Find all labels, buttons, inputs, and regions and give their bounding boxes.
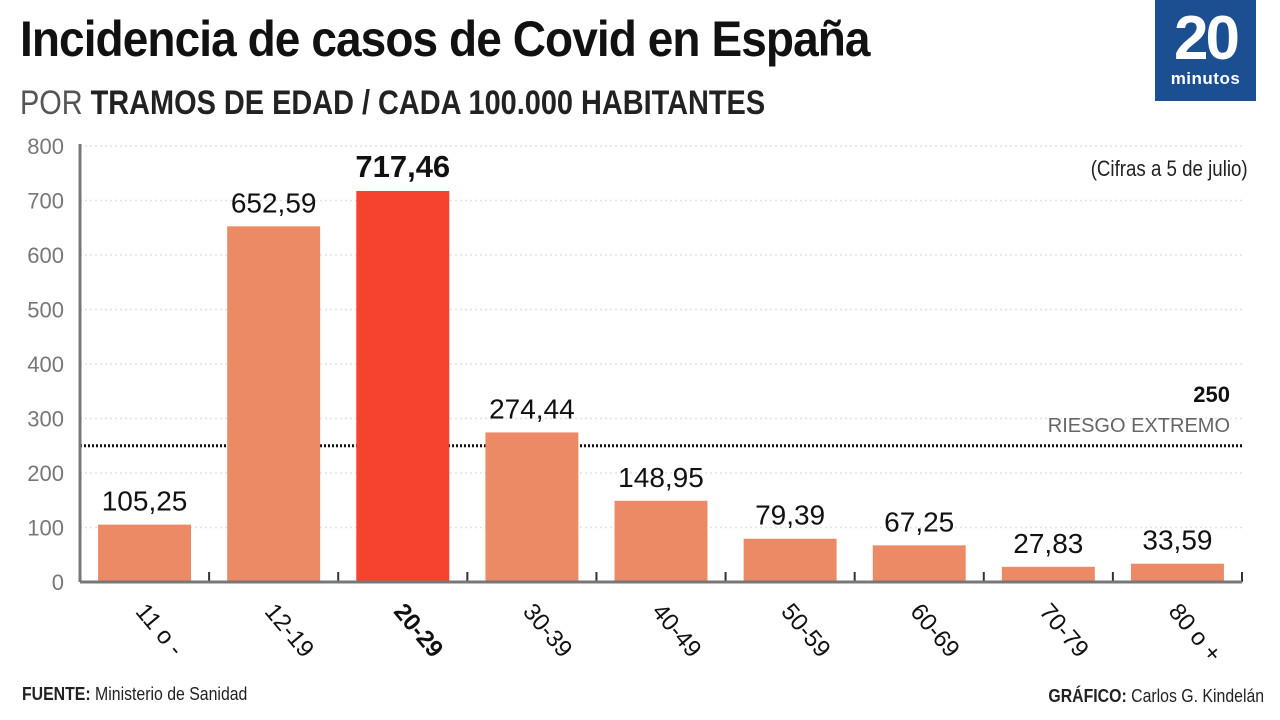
x-tick-label: 80 o + bbox=[1163, 599, 1227, 668]
x-tick-label: 11 o - bbox=[130, 599, 189, 662]
value-label: 67,25 bbox=[884, 506, 954, 537]
source-label: FUENTE: bbox=[22, 684, 91, 704]
value-label: 717,46 bbox=[355, 149, 450, 184]
20minutos-logo: 20 minutos bbox=[1155, 0, 1256, 101]
y-tick-label: 300 bbox=[27, 407, 64, 432]
bar bbox=[356, 190, 450, 582]
bar bbox=[872, 545, 966, 582]
bar bbox=[227, 226, 321, 583]
bars bbox=[98, 190, 1224, 583]
x-tick-label: 60-69 bbox=[905, 599, 965, 663]
logo-word: minutos bbox=[1170, 69, 1241, 88]
bar bbox=[1001, 566, 1095, 582]
threshold-text-label: RIESGO EXTREMO bbox=[1048, 415, 1230, 437]
bar bbox=[1130, 563, 1224, 582]
logo-number: 20 bbox=[1174, 4, 1240, 73]
x-tick-label: 20-29 bbox=[388, 599, 448, 663]
graphic-credit: GRÁFICO: Carlos G. Kindelán bbox=[1048, 686, 1264, 707]
x-tick-label: 50-59 bbox=[776, 599, 836, 663]
bar bbox=[614, 500, 708, 582]
x-tick-label: 40-49 bbox=[646, 599, 706, 663]
value-label: 105,25 bbox=[102, 486, 188, 517]
value-label: 652,59 bbox=[231, 187, 317, 218]
axes: 0 100 200 300 400 500 600 700 800 bbox=[27, 134, 1243, 595]
y-tick-label: 200 bbox=[27, 461, 64, 486]
threshold-value-label: 250 bbox=[1193, 382, 1230, 407]
value-label: 33,59 bbox=[1142, 525, 1212, 556]
subtitle-main: TRAMOS DE EDAD / CADA 100.000 HABITANTES bbox=[90, 84, 766, 122]
chart-title: Incidencia de casos de Covid en España bbox=[20, 11, 870, 67]
value-label: 274,44 bbox=[489, 393, 575, 424]
subtitle-prefix: POR bbox=[20, 84, 91, 122]
x-tick-label: 70-79 bbox=[1034, 599, 1094, 663]
y-tick-label: 700 bbox=[27, 189, 64, 214]
source-credit: FUENTE: Ministerio de Sanidad bbox=[22, 684, 247, 705]
y-tick-label: 800 bbox=[27, 134, 64, 159]
y-tick-label: 100 bbox=[27, 516, 64, 541]
bar bbox=[485, 432, 579, 582]
value-label: 148,95 bbox=[618, 462, 704, 493]
credit-value: Carlos G. Kindelán bbox=[1126, 686, 1264, 706]
date-note: (Cifras a 5 de julio) bbox=[1091, 156, 1248, 181]
chart-subtitle: POR TRAMOS DE EDAD / CADA 100.000 HABITA… bbox=[20, 84, 765, 123]
y-tick-label: 600 bbox=[27, 243, 64, 268]
credit-label: GRÁFICO: bbox=[1048, 686, 1127, 706]
y-tick-label: 0 bbox=[52, 570, 64, 595]
value-label: 79,39 bbox=[755, 500, 825, 531]
bar bbox=[98, 524, 192, 582]
x-tick-label: 30-39 bbox=[517, 599, 577, 663]
source-value: Ministerio de Sanidad bbox=[90, 684, 248, 704]
bar bbox=[743, 538, 837, 582]
y-tick-label: 500 bbox=[27, 298, 64, 323]
x-tick-label: 12-19 bbox=[259, 599, 319, 663]
value-label: 27,83 bbox=[1013, 528, 1083, 559]
y-tick-label: 400 bbox=[27, 352, 64, 377]
